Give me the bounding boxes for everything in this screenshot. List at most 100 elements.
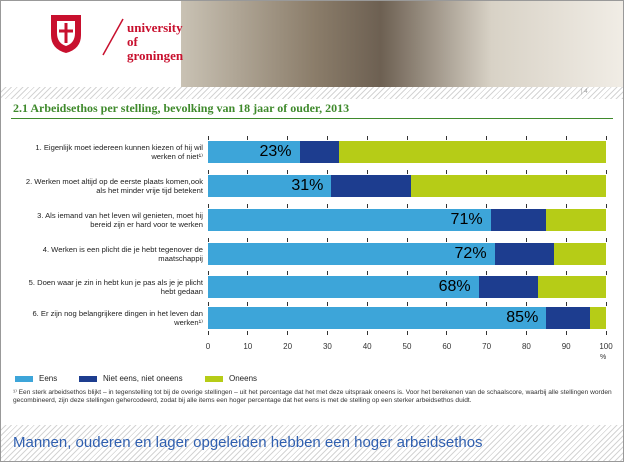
bar-segment xyxy=(491,209,547,231)
tick-mark xyxy=(526,271,527,275)
tick-mark xyxy=(486,238,487,242)
bar-segment xyxy=(554,243,606,265)
footnote: ¹⁾ Een sterk arbeidsethos blijkt – in te… xyxy=(13,389,613,405)
x-tick-label: 10 xyxy=(233,342,263,351)
tick-mark xyxy=(486,271,487,275)
tick-mark xyxy=(287,204,288,208)
category-label: 2. Werken moet altijd op de eerste plaat… xyxy=(15,174,203,198)
tick-mark xyxy=(407,170,408,174)
x-tick-label: 90 xyxy=(551,342,581,351)
tick-mark xyxy=(526,136,527,140)
tick-mark xyxy=(606,331,607,335)
x-tick-label: 40 xyxy=(352,342,382,351)
tick-mark xyxy=(446,136,447,140)
slide: university of groningen | 4 2.1 Arbeidse… xyxy=(0,0,624,462)
category-label: 3. Als iemand van het leven wil genieten… xyxy=(15,208,203,232)
legend-label: Niet eens, niet oneens xyxy=(103,374,183,383)
tick-mark xyxy=(606,136,607,140)
conclusion: Mannen, ouderen en lager opgeleiden hebb… xyxy=(13,434,483,451)
tick-mark xyxy=(287,271,288,275)
category-label: 4. Werken is een plicht die je hebt tege… xyxy=(15,242,203,266)
tick-mark xyxy=(367,302,368,306)
tick-mark xyxy=(287,170,288,174)
tick-mark xyxy=(247,331,248,335)
tick-mark xyxy=(327,331,328,335)
tick-mark xyxy=(446,271,447,275)
tick-mark xyxy=(486,204,487,208)
x-tick-label: 20 xyxy=(273,342,303,351)
tick-mark xyxy=(486,302,487,306)
tick-mark xyxy=(208,170,209,174)
tick-mark xyxy=(247,302,248,306)
tick-mark xyxy=(407,271,408,275)
tick-mark xyxy=(208,302,209,306)
tick-mark xyxy=(606,238,607,242)
x-tick-label: 60 xyxy=(432,342,462,351)
tick-mark xyxy=(287,302,288,306)
tick-mark xyxy=(526,204,527,208)
tick-mark xyxy=(247,238,248,242)
x-tick-label: 70 xyxy=(472,342,502,351)
value-label: 71% xyxy=(423,209,483,231)
tick-mark xyxy=(367,170,368,174)
tick-mark xyxy=(446,238,447,242)
tick-mark xyxy=(327,204,328,208)
tick-mark xyxy=(446,204,447,208)
value-label: 85% xyxy=(478,307,538,329)
tick-mark xyxy=(526,331,527,335)
bar-segment xyxy=(546,209,606,231)
tick-mark xyxy=(407,302,408,306)
x-tick-label: 0 xyxy=(193,342,223,351)
tick-mark xyxy=(606,204,607,208)
tick-mark xyxy=(247,271,248,275)
tick-mark xyxy=(407,136,408,140)
tick-mark xyxy=(367,238,368,242)
x-tick-label: 50 xyxy=(392,342,422,351)
tick-mark xyxy=(327,302,328,306)
tick-mark xyxy=(327,136,328,140)
tick-mark xyxy=(566,331,567,335)
tick-mark xyxy=(526,302,527,306)
tick-mark xyxy=(446,302,447,306)
tick-mark xyxy=(247,204,248,208)
tick-mark xyxy=(208,271,209,275)
category-label: 1. Eigenlijk moet iedereen kunnen kiezen… xyxy=(15,140,203,164)
value-label: 68% xyxy=(411,276,471,298)
category-label: 5. Doen waar je zin in hebt kun je pas a… xyxy=(15,275,203,299)
legend-label: Oneens xyxy=(229,374,257,383)
bar-segment xyxy=(479,276,539,298)
value-label: 72% xyxy=(427,243,487,265)
bar-segment xyxy=(538,276,606,298)
value-label: 31% xyxy=(263,175,323,197)
tick-mark xyxy=(606,302,607,306)
tick-mark xyxy=(407,238,408,242)
tick-mark xyxy=(566,170,567,174)
tick-mark xyxy=(407,331,408,335)
tick-mark xyxy=(327,271,328,275)
tick-mark xyxy=(327,170,328,174)
tick-mark xyxy=(566,302,567,306)
tick-mark xyxy=(486,136,487,140)
bar-segment xyxy=(339,141,606,163)
tick-mark xyxy=(247,170,248,174)
bar-segment xyxy=(300,141,340,163)
tick-mark xyxy=(606,170,607,174)
x-axis-label: % xyxy=(600,354,606,361)
tick-mark xyxy=(208,331,209,335)
tick-mark xyxy=(208,136,209,140)
bar-segment xyxy=(411,175,606,197)
tick-mark xyxy=(287,331,288,335)
legend-swatch xyxy=(15,376,33,382)
tick-mark xyxy=(367,204,368,208)
tick-mark xyxy=(367,271,368,275)
tick-mark xyxy=(208,204,209,208)
tick-mark xyxy=(566,238,567,242)
bar-segment xyxy=(590,307,606,329)
tick-mark xyxy=(566,136,567,140)
tick-mark xyxy=(367,136,368,140)
tick-mark xyxy=(566,204,567,208)
bar-segment xyxy=(331,175,411,197)
tick-mark xyxy=(287,136,288,140)
tick-mark xyxy=(367,331,368,335)
tick-mark xyxy=(287,238,288,242)
